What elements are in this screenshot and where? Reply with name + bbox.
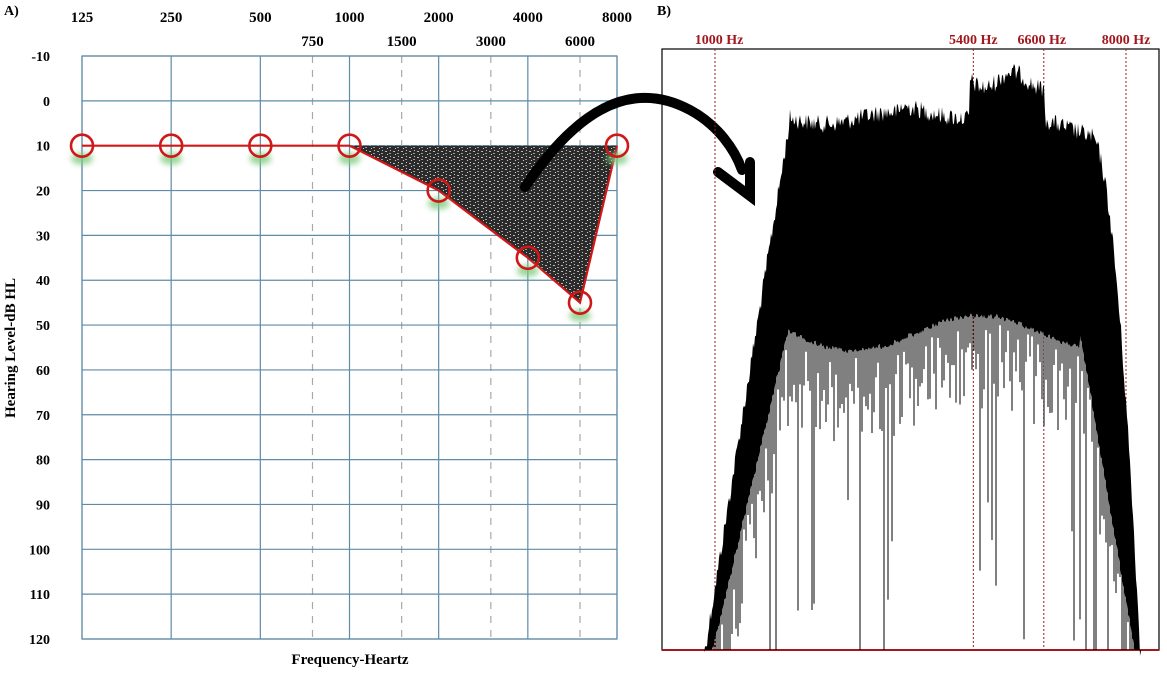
threshold-point <box>515 245 541 271</box>
threshold-point <box>158 133 184 158</box>
x-tick-label-secondary: 1500 <box>387 34 417 50</box>
x-tick-label-secondary: 750 <box>301 34 324 50</box>
audiogram-y-ticks: -10 0 10 20 30 40 50 60 70 80 90 100 110 120 <box>29 50 50 648</box>
arrow-head <box>713 157 755 206</box>
y-tick-label: 0 <box>43 95 50 110</box>
y-tick-label: 50 <box>36 319 50 334</box>
y-tick-label: 60 <box>36 364 50 379</box>
y-tick-label: 30 <box>36 229 50 244</box>
audiogram-x-ticks: 125 250 500 1000 2000 4000 8000 750 1500 3000 6000 <box>71 10 632 50</box>
x-tick-label: 4000 <box>513 10 543 26</box>
arrow-shaft <box>520 92 747 192</box>
y-tick-label: 70 <box>36 409 50 424</box>
threshold-point <box>248 133 273 158</box>
y-tick-label: 90 <box>36 498 50 513</box>
frequency-label: 8000 Hz <box>1102 33 1151 48</box>
frequency-label: 1000 Hz <box>695 33 744 48</box>
y-tick-label: 40 <box>36 274 50 289</box>
threshold-point <box>567 290 593 315</box>
threshold-point <box>426 178 451 203</box>
x-tick-label-secondary: 3000 <box>476 34 506 50</box>
x-tick-label: 2000 <box>424 10 454 26</box>
x-tick-label: 8000 <box>602 10 632 26</box>
x-tick-label-secondary: 6000 <box>565 34 595 50</box>
audiogram-series <box>69 133 630 322</box>
panel-a-label: A) <box>4 4 19 19</box>
threshold-point <box>337 133 362 158</box>
x-tick-label: 1000 <box>335 10 365 26</box>
x-tick-label: 125 <box>71 10 94 26</box>
threshold-point <box>69 133 95 158</box>
x-tick-label: 500 <box>249 10 272 26</box>
x-tick-label: 250 <box>160 10 183 26</box>
audiogram-grid <box>81 55 618 640</box>
y-tick-label: -10 <box>31 50 50 65</box>
spectrum-envelope <box>704 64 1141 656</box>
spectrum-panel: B) 1000 Hz 5400 Hz 6600 Hz 8000 Hz <box>657 4 1160 656</box>
y-tick-label: 110 <box>30 588 50 603</box>
y-tick-label: 20 <box>36 185 50 200</box>
y-axis-title: Hearing Level-dB HL <box>3 278 19 418</box>
panel-b-label: B) <box>657 4 671 19</box>
threshold-point <box>604 133 630 158</box>
y-tick-label: 100 <box>29 543 50 558</box>
frequency-label: 5400 Hz <box>949 33 998 48</box>
y-tick-label: 10 <box>36 140 50 155</box>
y-tick-label: 80 <box>36 454 50 469</box>
spectrum-spikes <box>713 310 1135 650</box>
frequency-label: 6600 Hz <box>1017 33 1066 48</box>
x-axis-title: Frequency-Heartz <box>291 652 409 668</box>
y-tick-label: 120 <box>29 633 50 648</box>
